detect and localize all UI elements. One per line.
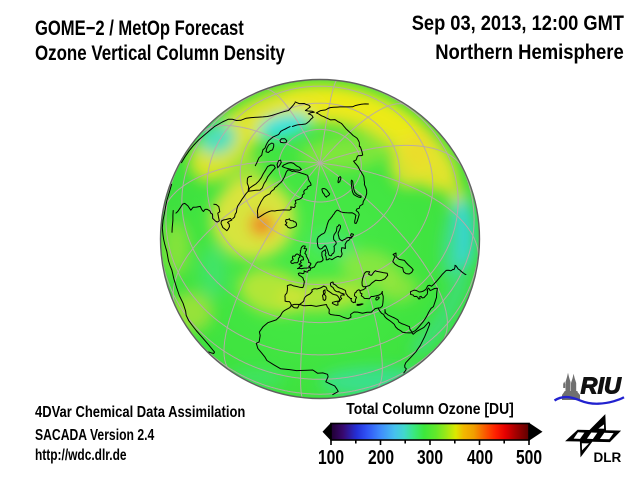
svg-text:DLR: DLR xyxy=(594,450,622,464)
svg-text:RIU: RIU xyxy=(581,373,623,399)
